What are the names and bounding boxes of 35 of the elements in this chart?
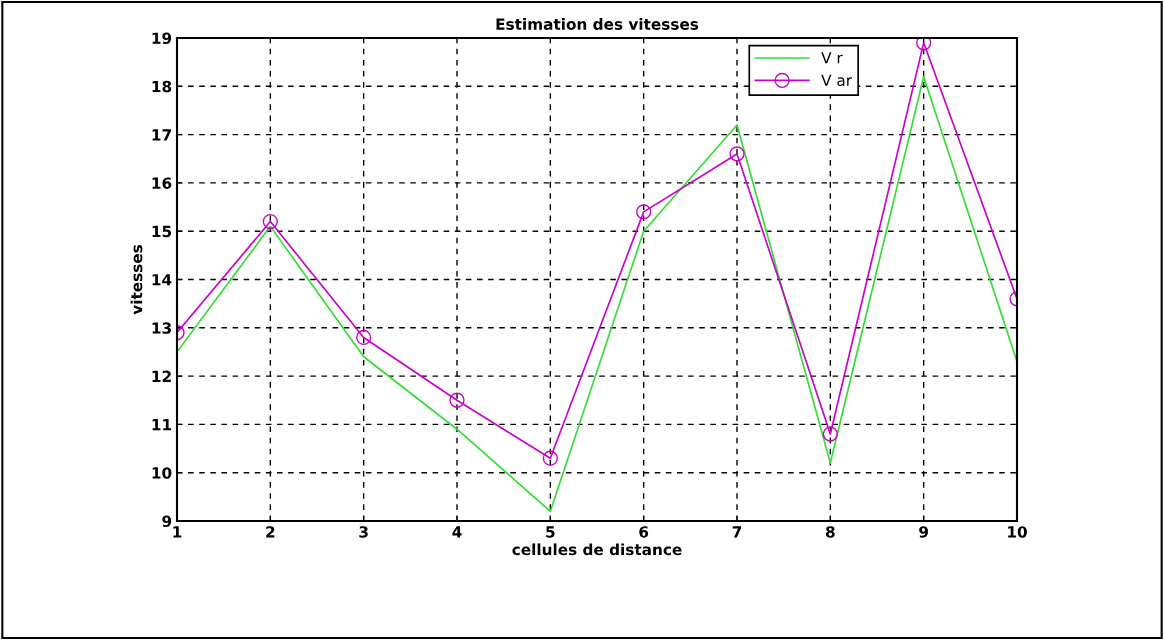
x-tick-label: 4 bbox=[452, 526, 462, 538]
y-tick-label: 18 bbox=[152, 80, 172, 93]
x-tick-label: 10 bbox=[1008, 526, 1027, 538]
x-tick-label: 8 bbox=[825, 526, 835, 538]
y-tick-label: 15 bbox=[152, 225, 172, 238]
x-axis-title: cellules de distance bbox=[512, 543, 682, 556]
x-tick-label: 6 bbox=[639, 526, 649, 538]
x-tick-label: 2 bbox=[266, 526, 275, 538]
point bbox=[636, 204, 652, 220]
line-series bbox=[177, 75, 1017, 513]
y-tick-label: 19 bbox=[152, 32, 172, 45]
point bbox=[729, 146, 745, 162]
y-tick-label: 13 bbox=[152, 322, 171, 334]
point bbox=[822, 426, 838, 442]
point bbox=[916, 38, 932, 51]
y-axis-title: vitesses bbox=[130, 244, 143, 315]
x-tick-label: 7 bbox=[732, 526, 742, 538]
point bbox=[356, 329, 372, 346]
point bbox=[449, 392, 465, 408]
y-tick-label: 9 bbox=[162, 515, 172, 528]
x-tick-label: 1 bbox=[173, 526, 182, 538]
point bbox=[542, 450, 558, 466]
chart-title: Estimation des vitesses bbox=[496, 18, 699, 30]
legend-label: V r bbox=[821, 52, 843, 64]
y-tick-label: 11 bbox=[152, 419, 172, 431]
y-tick-label: 17 bbox=[152, 129, 171, 141]
x-tick-label: 5 bbox=[546, 526, 555, 538]
y-tick-label: 16 bbox=[152, 177, 172, 189]
y-tick-label: 10 bbox=[152, 467, 172, 479]
point bbox=[262, 213, 278, 230]
legend-label: V ar bbox=[821, 74, 853, 86]
x-tick-label: 3 bbox=[359, 526, 368, 538]
y-tick-label: 12 bbox=[152, 370, 171, 382]
y-tick-label: 14 bbox=[152, 274, 172, 286]
x-tick-label: 9 bbox=[919, 526, 929, 538]
